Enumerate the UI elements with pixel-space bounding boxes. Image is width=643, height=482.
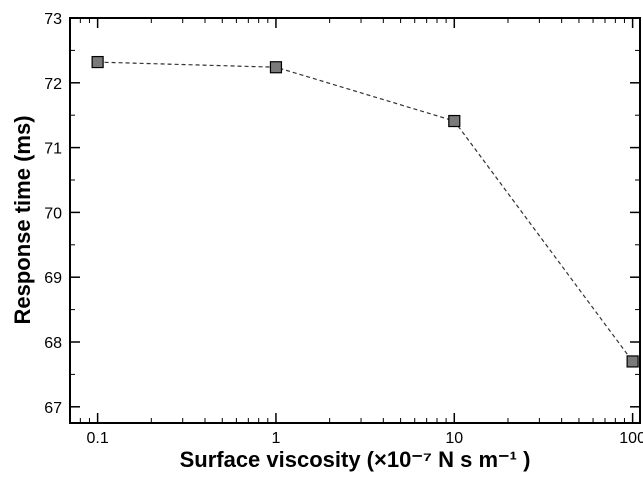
x-axis-title: Surface viscosity (×10⁻⁷ N s m⁻¹ ): [180, 447, 531, 472]
y-tick-label: 70: [44, 205, 62, 222]
x-tick-label: 1: [272, 430, 281, 447]
x-tick-label: 10: [445, 430, 463, 447]
y-tick-label: 71: [44, 141, 62, 158]
data-point: [626, 355, 639, 368]
y-tick-label: 69: [44, 270, 62, 287]
y-tick-label: 72: [44, 76, 62, 93]
x-tick-label: 100: [619, 430, 643, 447]
series-line: [97, 61, 634, 362]
x-tick-label: 0.1: [86, 430, 108, 447]
data-point: [448, 114, 461, 128]
markers: [91, 55, 639, 368]
plot-frame: [69, 17, 641, 424]
data-point: [91, 55, 104, 69]
y-tick-label: 68: [44, 335, 62, 352]
ticks: [70, 17, 640, 423]
data-point: [269, 61, 283, 74]
y-axis-title: Response time (ms): [10, 115, 35, 324]
y-tick-label: 73: [44, 11, 62, 28]
y-tick-label: 67: [44, 400, 62, 417]
tick-labels: 0.1 1 10 100 67 68 69 70 71 72 73: [44, 11, 643, 447]
